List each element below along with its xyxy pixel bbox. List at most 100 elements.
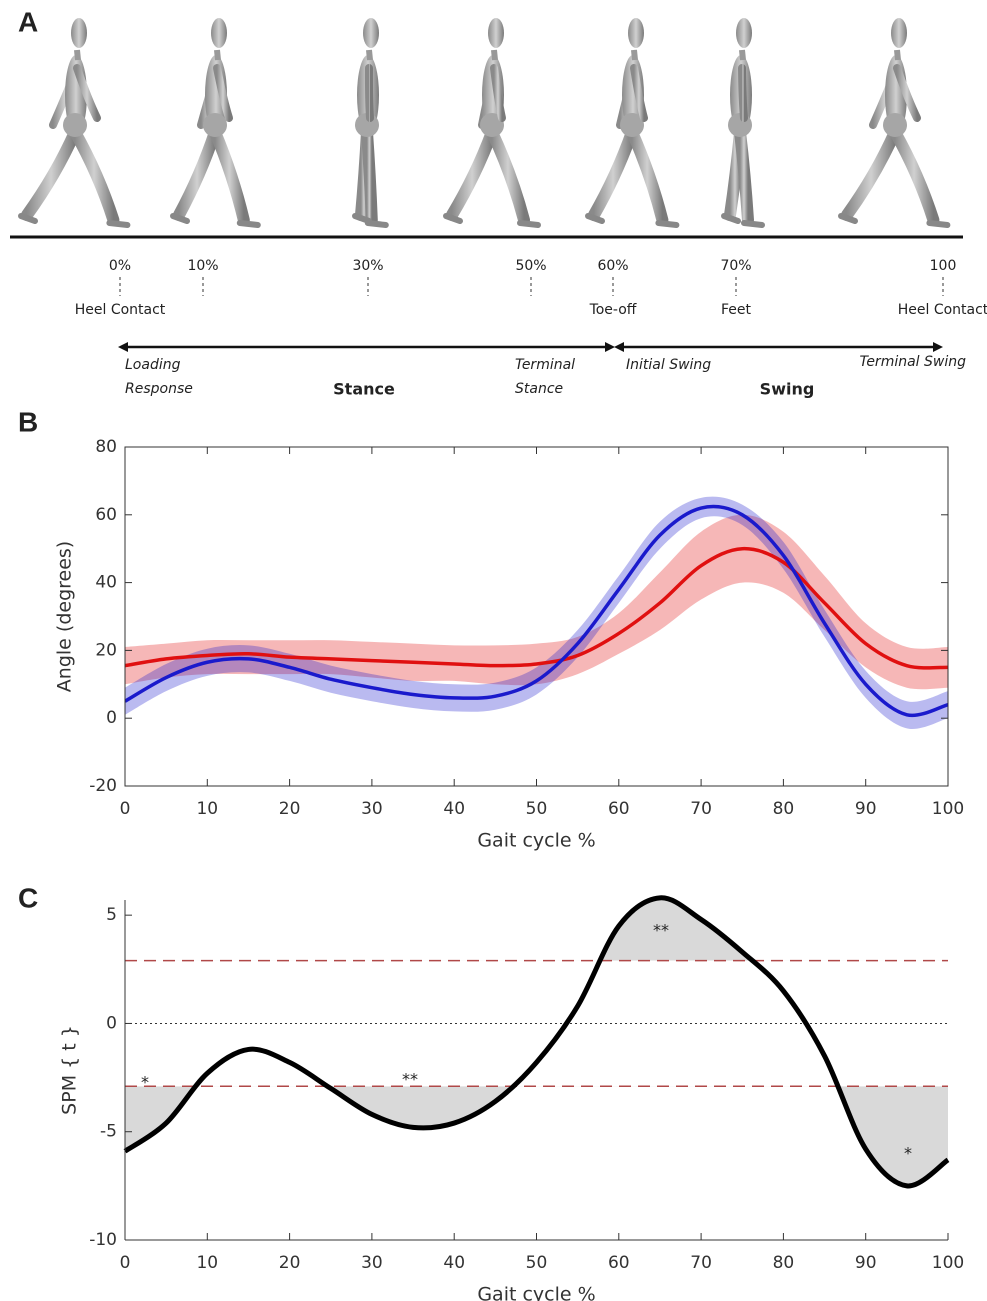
leg (21, 126, 81, 221)
x-tick-label: 90 (855, 1253, 877, 1273)
arm (893, 64, 921, 122)
x-tick-label: 30 (361, 799, 383, 819)
x-axis-label: Gait cycle % (477, 1284, 595, 1301)
neck (894, 49, 901, 61)
leg (889, 126, 940, 226)
phase-label: Terminal Swing (860, 354, 967, 370)
head (363, 18, 379, 48)
x-tick-label: 40 (443, 1253, 465, 1273)
x-tick-label: 80 (773, 1253, 795, 1273)
event-label: Feet (721, 302, 752, 318)
arm (738, 64, 748, 122)
mean-line (123, 895, 950, 1189)
neck (631, 49, 638, 61)
y-tick-label: 0 (106, 708, 117, 728)
phase-label: Terminal (515, 357, 575, 373)
significance-mark: ** (402, 1070, 418, 1089)
arm (630, 64, 648, 122)
foot (18, 213, 38, 224)
neck (74, 49, 81, 61)
neck (739, 49, 746, 61)
leg (588, 126, 638, 221)
x-tick-label: 70 (690, 799, 712, 819)
x-tick-label: 100 (932, 1253, 964, 1273)
walking-figure (352, 18, 389, 228)
foot (517, 220, 541, 228)
panel-label: B (18, 406, 38, 437)
walking-figure (170, 18, 261, 228)
walking-figure (838, 18, 951, 228)
suprathreshold-cluster (125, 1086, 948, 1186)
gait-percent: 30% (352, 258, 383, 274)
foot (364, 220, 389, 228)
event-label: Heel Contact (75, 302, 166, 318)
x-tick-label: 80 (773, 799, 795, 819)
neck (214, 49, 221, 61)
gait-percent: 0% (109, 258, 131, 274)
leg (209, 126, 250, 226)
significance-mark: * (141, 1073, 149, 1092)
leg (841, 126, 901, 221)
y-tick-label: 80 (95, 437, 117, 457)
leg (486, 126, 530, 226)
arm (213, 64, 233, 122)
pelvis (883, 113, 907, 137)
gait-percent: 50% (515, 258, 546, 274)
pelvis (480, 113, 504, 137)
x-tick-label: 60 (608, 1253, 630, 1273)
arm (73, 64, 101, 122)
pelvis (203, 113, 227, 137)
foot (106, 220, 131, 228)
walking-figure (585, 18, 680, 228)
head (71, 18, 87, 48)
gait-percent: 100 (930, 258, 957, 274)
suprathreshold-cluster (599, 897, 753, 961)
neck (366, 49, 373, 61)
walking-figure (18, 18, 131, 228)
head (736, 18, 752, 48)
event-label: Toe-off (589, 302, 637, 318)
panel-label: A (18, 6, 38, 37)
significance-mark: ** (653, 921, 669, 940)
panel-label: C (18, 882, 38, 913)
leg (173, 126, 221, 221)
x-tick-label: 90 (855, 799, 877, 819)
y-axis-label: Angle (degrees) (54, 541, 76, 692)
arm (490, 64, 506, 122)
arm (364, 64, 374, 122)
y-tick-label: -5 (100, 1122, 117, 1142)
phase-label: Stance (515, 381, 563, 397)
foot (236, 220, 261, 228)
leg (626, 126, 669, 226)
phase-label: Initial Swing (626, 357, 711, 373)
phase-label: Loading (125, 357, 181, 373)
foot (741, 220, 765, 228)
foot (170, 213, 190, 224)
gait-percent: 10% (187, 258, 218, 274)
foot (926, 220, 951, 228)
y-tick-label: -10 (89, 1230, 117, 1250)
x-tick-label: 20 (279, 1253, 301, 1273)
gait-percent: 70% (720, 258, 751, 274)
event-label: Heel Contact (898, 302, 987, 318)
x-tick-label: 40 (443, 799, 465, 819)
walking-figure (721, 18, 765, 228)
foot (352, 213, 372, 224)
x-tick-label: 30 (361, 1253, 383, 1273)
foot (838, 213, 858, 224)
x-axis-label: Gait cycle % (477, 830, 595, 852)
period-label: Stance (333, 380, 395, 399)
foot (721, 213, 741, 224)
y-tick-label: 20 (95, 640, 117, 660)
mean-line (125, 546, 948, 670)
x-tick-label: 0 (120, 799, 131, 819)
y-tick-label: 5 (106, 905, 117, 925)
head (628, 18, 644, 48)
y-axis-label: SPM { t } (59, 1025, 81, 1115)
significance-mark: * (904, 1144, 912, 1163)
pelvis (620, 113, 644, 137)
sd-band (125, 496, 948, 729)
leg (361, 126, 378, 226)
